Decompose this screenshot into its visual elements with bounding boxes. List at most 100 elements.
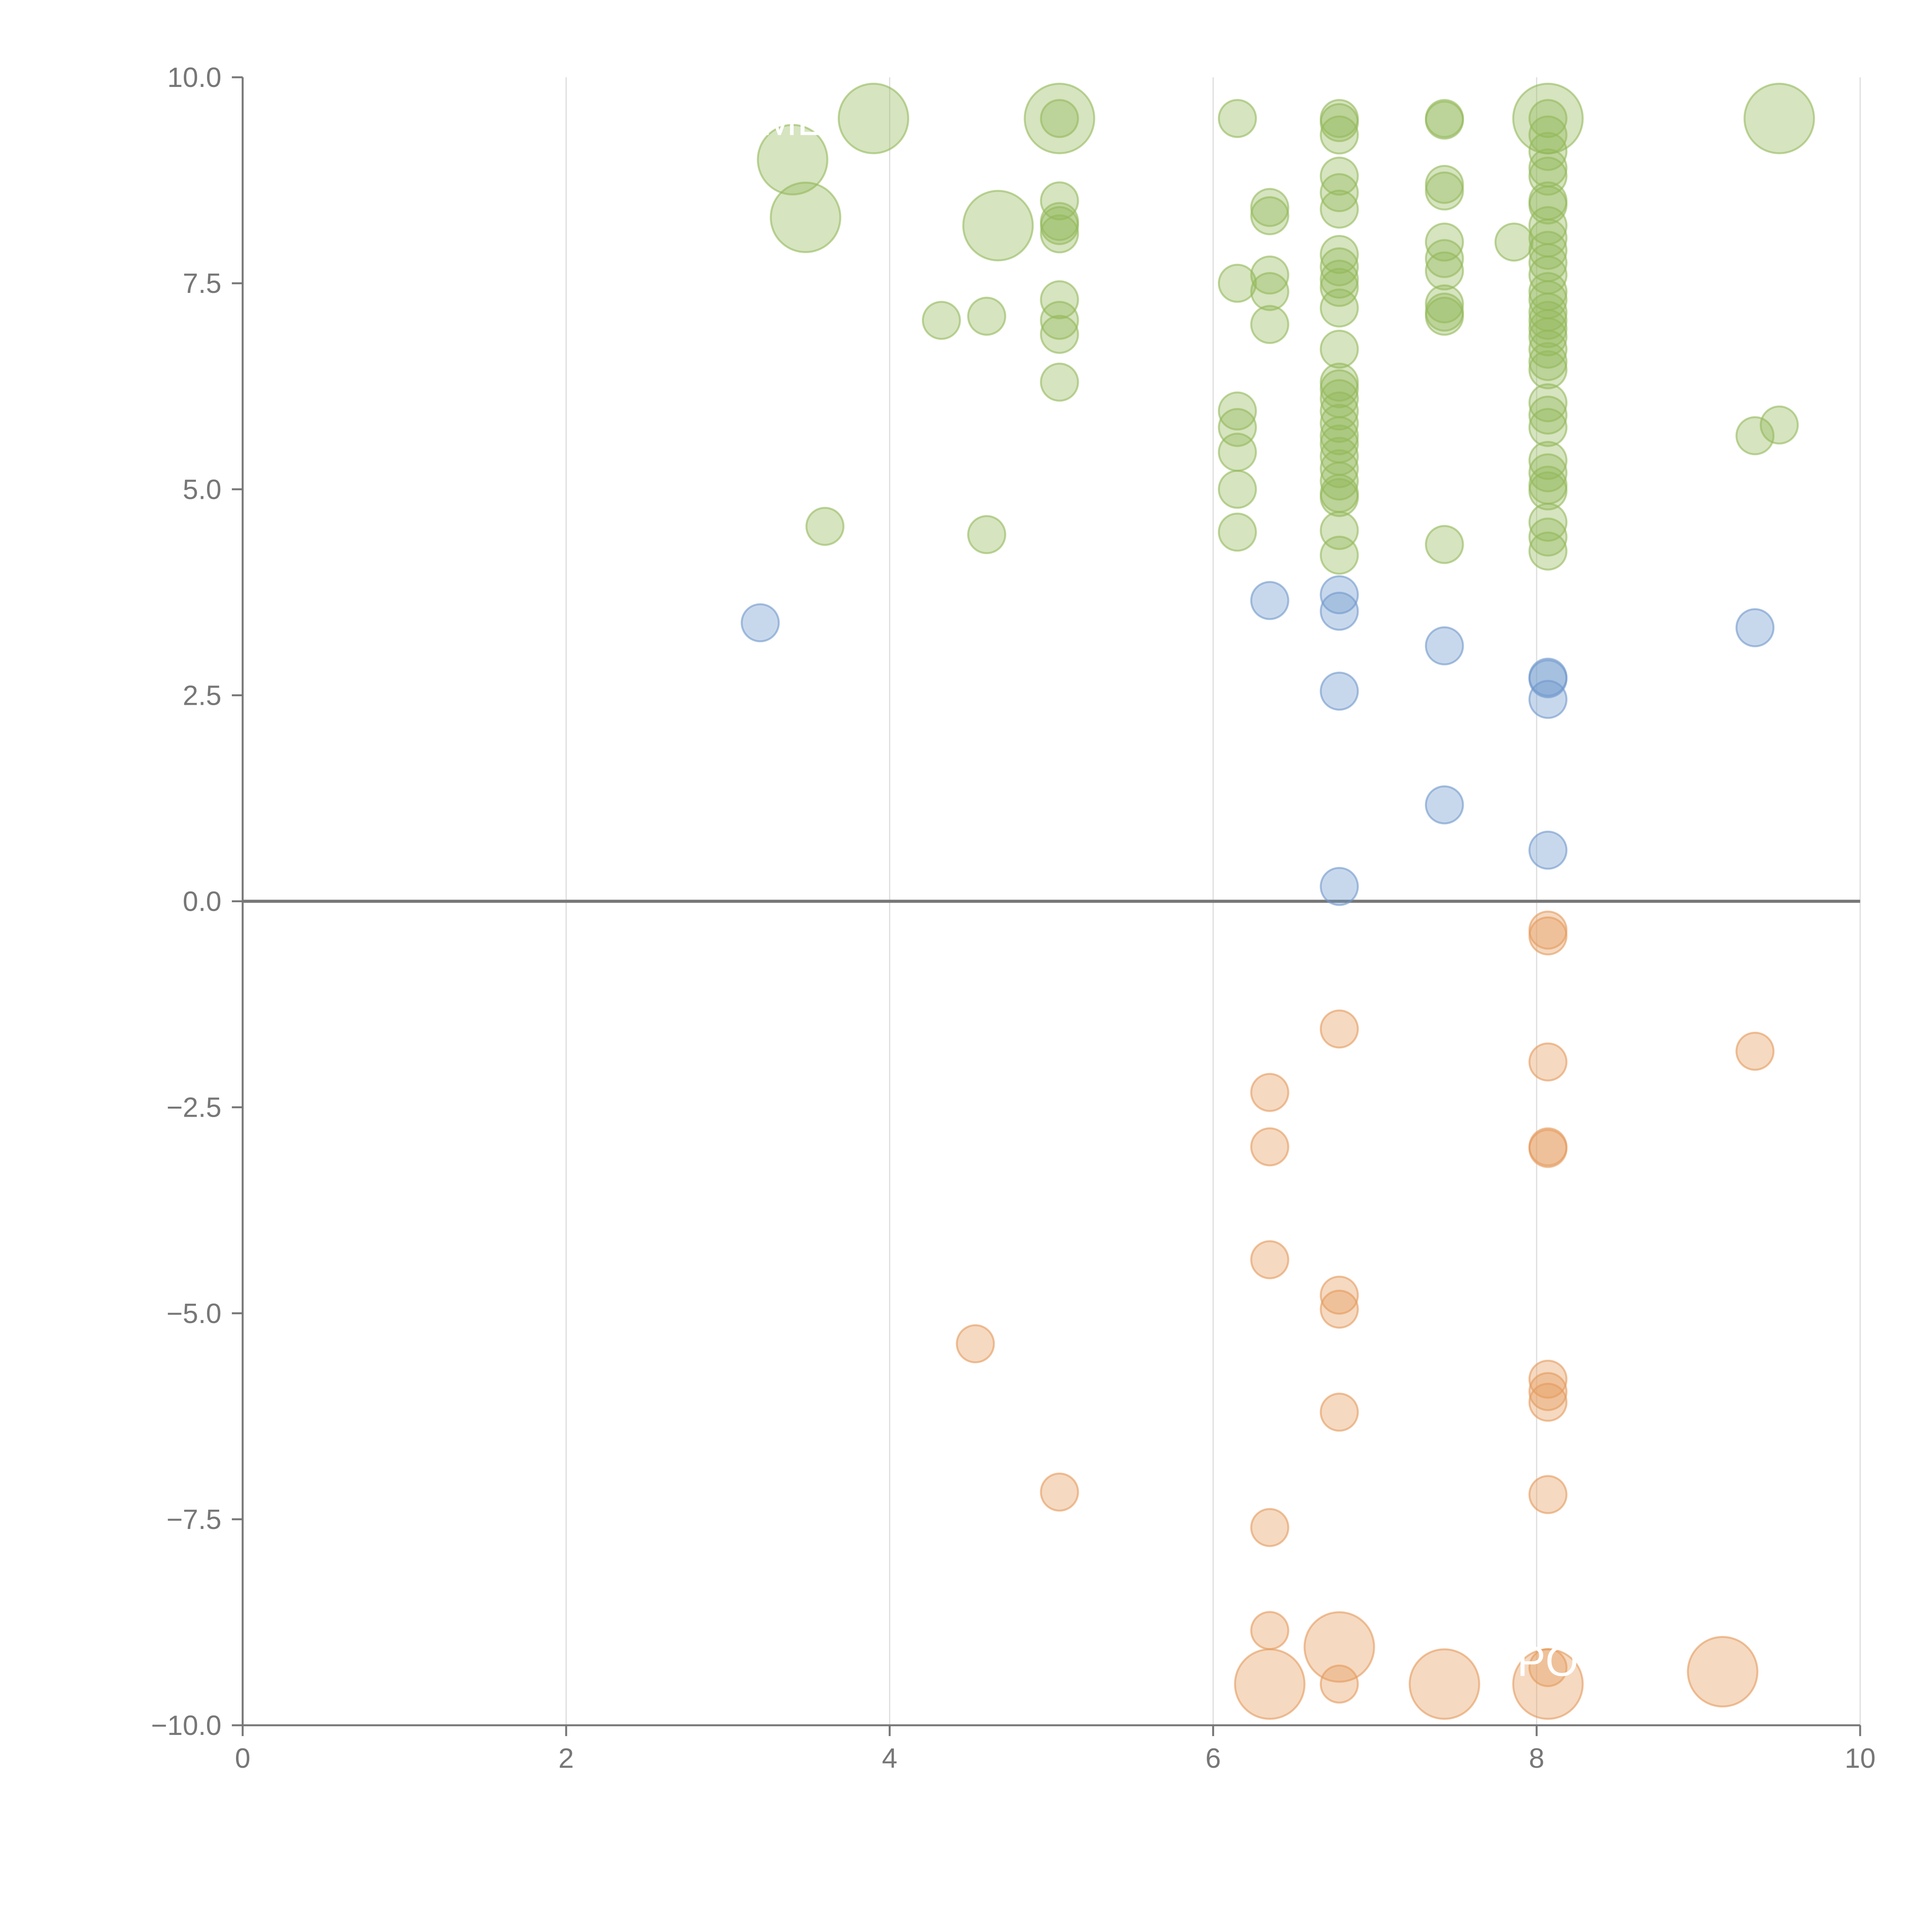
annotation-label: ME <box>762 97 825 144</box>
data-point <box>1425 525 1464 564</box>
data-point <box>1320 536 1359 575</box>
data-point <box>1425 626 1464 665</box>
data-point <box>1528 680 1568 719</box>
data-point <box>1528 115 1568 155</box>
data-point <box>1320 1664 1359 1704</box>
data-point <box>1320 1289 1359 1329</box>
data-point <box>1760 405 1799 445</box>
data-point <box>1528 309 1568 348</box>
data-point <box>1218 264 1257 303</box>
data-point <box>1218 99 1257 138</box>
data-point <box>1528 916 1568 956</box>
data-point <box>1743 83 1815 155</box>
data-point <box>1320 867 1359 906</box>
data-point <box>1303 1611 1375 1683</box>
data-point <box>1687 1636 1759 1708</box>
data-point <box>1528 1372 1568 1411</box>
x-tick-label: 6 <box>1206 1743 1221 1774</box>
data-point <box>1218 391 1257 431</box>
data-point <box>1425 296 1464 336</box>
data-point <box>1735 608 1775 648</box>
y-tick-label: 10.0 <box>167 62 221 93</box>
series-layer <box>741 83 1815 1720</box>
x-tick-label: 4 <box>882 1743 897 1774</box>
data-point <box>1040 315 1079 354</box>
data-point <box>1528 1042 1568 1082</box>
data-point <box>757 124 828 196</box>
data-point <box>1040 214 1079 253</box>
data-point <box>1250 272 1289 311</box>
data-point <box>1218 512 1257 552</box>
data-point <box>1528 517 1568 557</box>
data-point <box>962 190 1034 262</box>
data-point <box>1320 1393 1359 1432</box>
data-point <box>1528 1129 1568 1168</box>
series-neutral <box>741 575 1775 906</box>
data-point <box>1320 592 1359 631</box>
axes: 0 2 4 6 8 10 10.0 7.5 5.0 2.5 0.0 −2.5 −5.0 −7.5 −10.0 <box>151 62 1876 1774</box>
y-tick-label: −10.0 <box>151 1710 221 1741</box>
data-point <box>1320 173 1359 213</box>
data-point <box>1735 1032 1775 1071</box>
data-point <box>1528 330 1568 369</box>
data-point <box>1528 395 1568 435</box>
data-point <box>1218 432 1257 472</box>
data-point <box>1425 284 1464 323</box>
data-point <box>967 515 1007 554</box>
series-negative <box>956 910 1775 1720</box>
data-point <box>1250 1611 1289 1650</box>
data-point <box>1250 305 1289 344</box>
data-point <box>967 296 1007 336</box>
data-point <box>1735 416 1775 456</box>
data-point <box>1528 471 1568 511</box>
data-point <box>1408 1648 1480 1720</box>
annotation-label: PO <box>1517 1638 1578 1685</box>
data-point <box>1512 1648 1584 1720</box>
data-point <box>1425 251 1464 291</box>
data-point <box>1425 223 1464 262</box>
data-point <box>1425 785 1464 825</box>
data-point <box>1320 189 1359 229</box>
data-point <box>1234 1648 1306 1720</box>
data-point <box>1528 99 1568 138</box>
x-tick-label: 2 <box>558 1743 574 1774</box>
data-point <box>1528 408 1568 447</box>
data-point <box>1024 83 1095 155</box>
data-point <box>1250 255 1289 295</box>
data-point <box>1320 461 1359 501</box>
y-tick-label: −2.5 <box>167 1092 221 1123</box>
data-point <box>1320 247 1359 286</box>
data-point <box>1528 1383 1568 1422</box>
data-point <box>922 301 961 340</box>
data-point <box>1250 1240 1289 1279</box>
data-point <box>1320 259 1359 299</box>
data-point <box>1528 350 1568 389</box>
data-point <box>741 603 780 643</box>
data-point <box>1320 369 1359 408</box>
y-tick-label: 7.5 <box>183 268 221 299</box>
data-point <box>1040 1473 1079 1512</box>
y-tick-label: 2.5 <box>183 680 221 711</box>
data-point <box>1250 1127 1289 1167</box>
data-point <box>805 507 845 546</box>
data-point <box>1528 531 1568 571</box>
data-point <box>956 1324 995 1364</box>
data-point <box>1320 103 1359 142</box>
data-point <box>1040 280 1079 320</box>
y-tick-label: −7.5 <box>167 1504 221 1535</box>
data-point <box>1425 100 1464 140</box>
data-point <box>1320 672 1359 711</box>
data-point <box>1250 188 1289 227</box>
data-point <box>1040 206 1079 245</box>
data-point <box>1320 156 1359 196</box>
x-tick-label: 0 <box>235 1743 250 1774</box>
x-tick-label: 8 <box>1529 1743 1544 1774</box>
data-point <box>1528 503 1568 542</box>
y-tick-label: 0.0 <box>183 886 221 917</box>
y-tick-label: 5.0 <box>183 474 221 505</box>
data-point <box>1250 196 1289 235</box>
series-positive <box>757 83 1815 575</box>
data-point <box>1040 99 1079 138</box>
data-point <box>1425 171 1464 211</box>
